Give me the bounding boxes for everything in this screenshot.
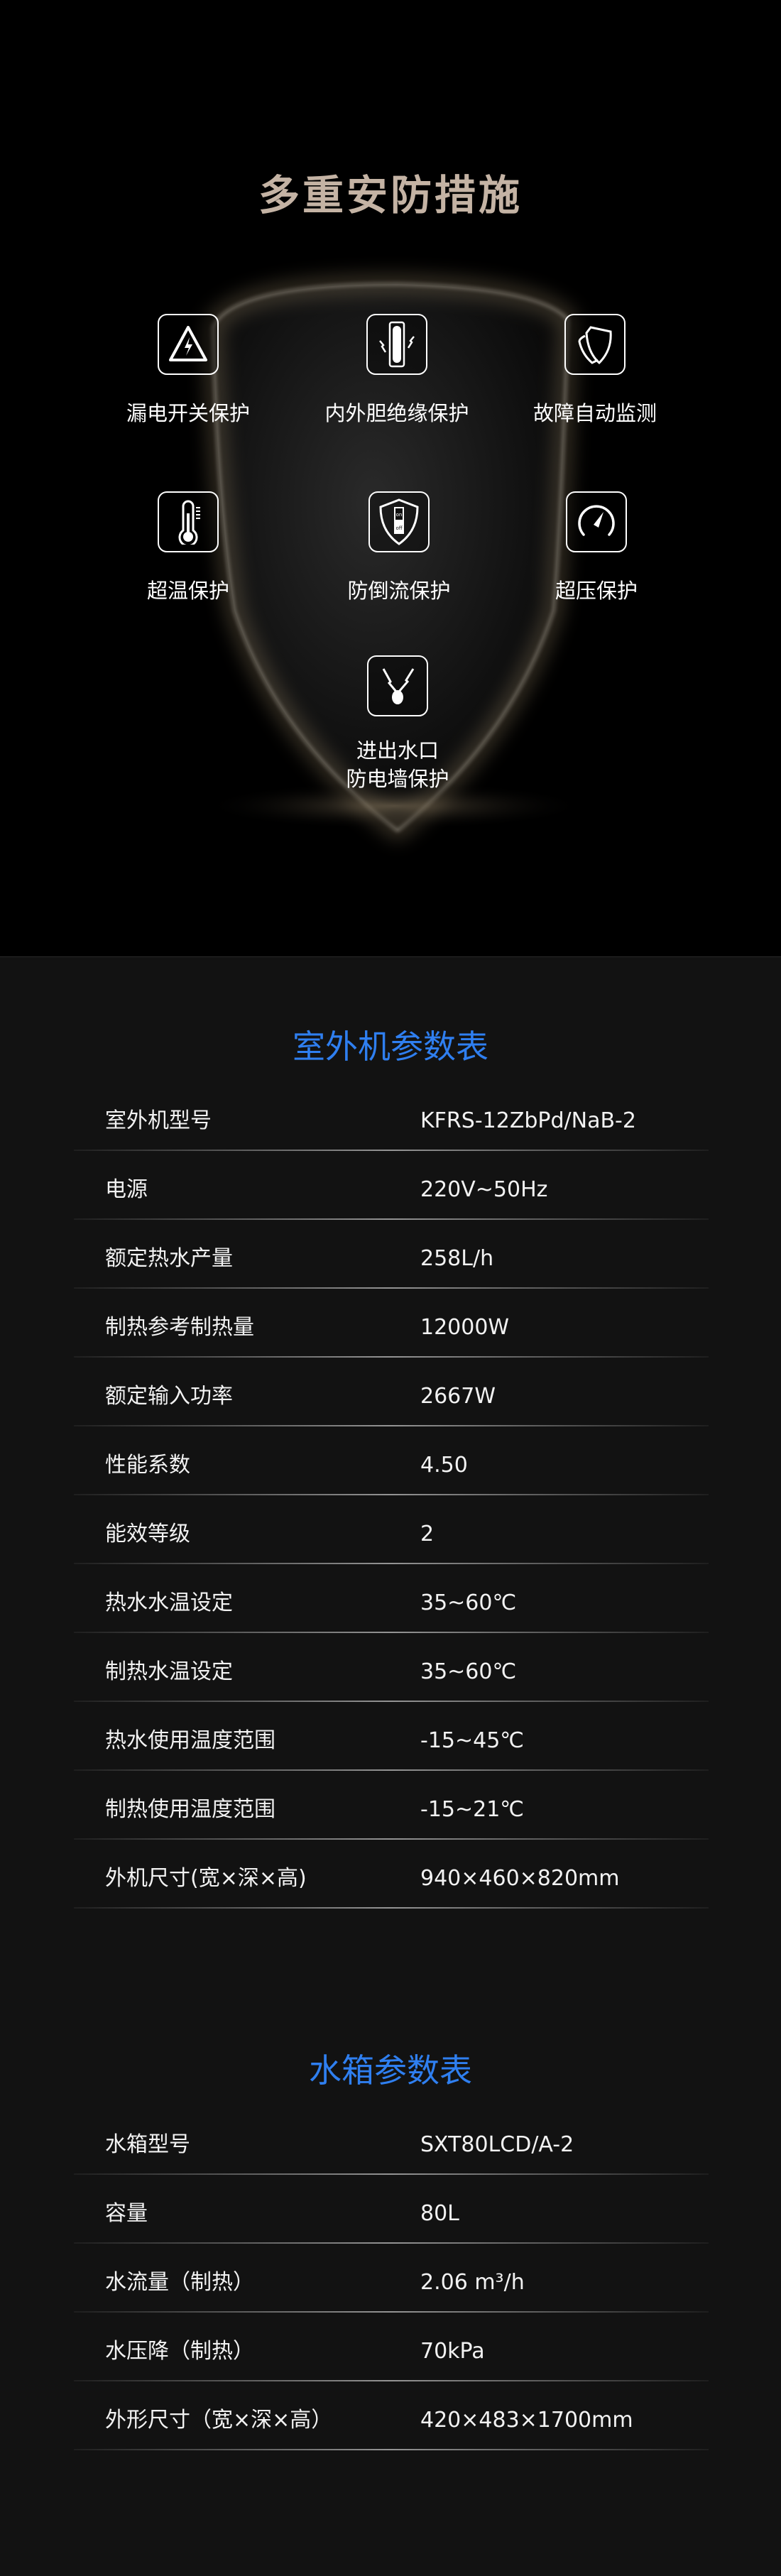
on-off-shield-icon: on off [368,491,430,552]
feature-leakage: 漏电开关保护 [82,314,295,427]
spec-label: 制热参考制热量 [105,1315,254,1340]
feature-over-pressure: 超压保护 [490,491,703,605]
specs-section: 室外机参数表 室外机型号 KFRS-12ZbPd/NaB-2 电源 220V~50Hz… [0,956,781,2576]
safety-title: 多重安防措施 [258,171,523,219]
feature-label: 故障自动监测 [532,401,657,425]
spec-value: 220V~50Hz [420,1177,548,1202]
feature-electric-wall: 进出水口 防电墙保护 [291,655,504,793]
table-row: 外形尺寸（宽×深×高） 420×483×1700mm [74,2381,709,2450]
table-row: 水箱型号 SXT80LCD/A-2 [74,2106,709,2175]
spec-value: 35~60℃ [420,1590,517,1615]
table-row: 制热使用温度范围 -15~21℃ [74,1771,709,1840]
feature-label: 防倒流保护 [347,579,451,603]
spec-value: 2 [420,1522,435,1546]
feature-insulation: 内外胆绝缘保护 [290,314,503,427]
feature-label: 漏电开关保护 [126,401,250,425]
table-row: 制热水温设定 35~60℃ [74,1633,709,1702]
spec-label: 热水水温设定 [105,1590,233,1615]
spec-value: 12000W [420,1315,510,1340]
outdoor-spec-table: 室外机型号 KFRS-12ZbPd/NaB-2 电源 220V~50Hz 额定热水产量 2… [74,1082,709,1909]
shield-glow-graphic [202,275,586,841]
spec-label: 外形尺寸（宽×深×高） [105,2408,333,2433]
spec-label: 额定输入功率 [105,1384,233,1409]
spec-value: 420×483×1700mm [420,2408,633,2433]
spec-value: 35~60℃ [420,1659,517,1684]
table-row: 额定输入功率 2667W [74,1358,709,1426]
spec-label: 额定热水产量 [105,1246,233,1271]
feature-fault-monitor: 故障自动监测 [488,314,701,427]
table-row: 制热参考制热量 12000W [74,1289,709,1358]
spec-value: 258L/h [420,1246,494,1271]
table-row: 水压降（制热） 70kPa [74,2313,709,2381]
feature-label: 超压保护 [555,579,638,603]
spec-value: -15~21℃ [420,1797,525,1822]
spec-label: 热水使用温度范围 [105,1728,275,1753]
spec-label: 能效等级 [105,1522,190,1546]
feature-label-line1: 进出水口 [356,738,439,763]
electric-wall-icon [367,655,428,716]
table-row: 电源 220V~50Hz [74,1151,709,1220]
spec-value: 4.50 [420,1453,468,1478]
table-row: 能效等级 2 [74,1495,709,1564]
outdoor-table-title: 室外机参数表 [293,1027,488,1066]
spec-value: KFRS-12ZbPd/NaB-2 [420,1108,636,1133]
table-row: 性能系数 4.50 [74,1426,709,1495]
spec-label: 制热使用温度范围 [105,1797,275,1822]
table-row: 室外机型号 KFRS-12ZbPd/NaB-2 [74,1082,709,1151]
svg-text:off: off [395,525,402,531]
thermometer-icon [158,491,219,552]
spec-value: 70kPa [420,2339,485,2364]
leakage-warning-icon [158,314,219,375]
spec-value: -15~45℃ [420,1728,525,1753]
table-row: 热水使用温度范围 -15~45℃ [74,1702,709,1771]
table-row: 容量 80L [74,2175,709,2244]
spec-label: 水箱型号 [105,2132,190,2157]
table-row: 外机尺寸(宽×深×高) 940×460×820mm [74,1840,709,1909]
tank-spec-table: 水箱型号 SXT80LCD/A-2 容量 80L 水流量（制热） 2.06 m³/h 水压降… [74,2106,709,2450]
shield-monitor-icon [564,314,626,375]
table-row: 热水水温设定 35~60℃ [74,1564,709,1633]
feature-over-temp: 超温保护 [82,491,295,605]
spec-label: 电源 [105,1177,148,1202]
spec-value: 2.06 m³/h [420,2270,525,2295]
feature-label-line2: 防电墙保护 [346,767,449,791]
spec-label: 制热水温设定 [105,1659,233,1684]
spec-value: 2667W [420,1384,496,1409]
spec-value: 940×460×820mm [420,1866,620,1891]
spec-value: 80L [420,2201,459,2226]
tank-table-title: 水箱参数表 [309,2051,472,2090]
feature-label: 内外胆绝缘保护 [324,401,469,425]
feature-label: 超温保护 [146,579,229,603]
svg-text:on: on [396,512,403,518]
spec-value: SXT80LCD/A-2 [420,2132,574,2157]
feature-label: 进出水口 防电墙保护 [291,736,504,793]
table-row: 额定热水产量 258L/h [74,1220,709,1289]
insulation-tank-icon [366,314,427,375]
spec-label: 室外机型号 [105,1108,212,1133]
spec-label: 性能系数 [105,1453,190,1478]
spec-label: 水流量（制热） [105,2270,254,2295]
safety-section: 多重安防措施 漏电开关保护 内外胆绝缘保护 故障自动监测 超温保护 on off … [0,0,781,956]
spec-label: 水压降（制热） [105,2339,254,2364]
pressure-gauge-icon [566,491,627,552]
spec-label: 容量 [105,2201,148,2226]
spec-label: 外机尺寸(宽×深×高) [105,1866,307,1891]
feature-backflow: on off 防倒流保护 [293,491,506,605]
table-row: 水流量（制热） 2.06 m³/h [74,2244,709,2313]
